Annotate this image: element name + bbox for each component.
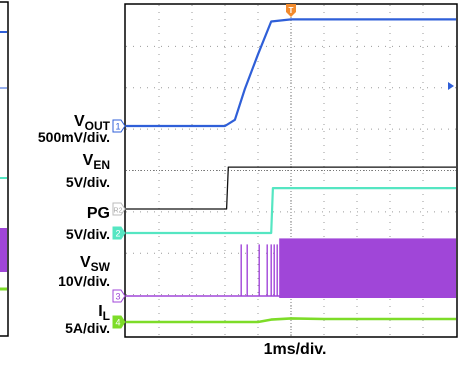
traces: [126, 18, 456, 324]
pg-scale-label: 5V/div.: [65, 226, 110, 242]
x-axis-label: 1ms/div.: [263, 341, 327, 358]
il-scale-label: 5A/div.: [65, 320, 110, 336]
trace-il: [126, 317, 456, 324]
vsw-scale-label: 10V/div.: [58, 273, 110, 289]
channel-2-marker: 2: [112, 226, 126, 240]
trace-vout: [126, 18, 456, 128]
svg-text:3: 3: [115, 292, 120, 302]
trace-vsw-switching-band: [279, 238, 456, 298]
channel-3-marker: 3: [112, 289, 126, 303]
svg-text:2: 2: [115, 229, 120, 239]
channel-markers: 1 R2 2 3 4 T: [112, 4, 454, 329]
trigger-marker: T: [286, 4, 296, 17]
vout-label: VOUT: [73, 113, 110, 134]
svg-text:R2: R2: [114, 208, 123, 215]
trace-ven: [126, 166, 456, 210]
channel-1-marker: 1: [112, 119, 126, 133]
il-label: IL: [98, 303, 110, 324]
ven-scale-label: 5V/div.: [65, 174, 110, 190]
vout-scale-label: 500mV/div.: [37, 129, 110, 145]
svg-text:4: 4: [115, 318, 120, 328]
right-edge-marker: [448, 82, 454, 90]
svg-text:T: T: [289, 6, 294, 15]
ven-label: VEN: [82, 152, 110, 173]
channel-4-marker: 4: [112, 315, 126, 329]
trace-pg: [126, 187, 456, 235]
pg-label: PG: [86, 205, 110, 222]
grid: [126, 5, 456, 336]
vsw-label: VSW: [79, 254, 110, 275]
neighbor-panel-fragment: [0, 1, 9, 337]
svg-text:1: 1: [115, 122, 120, 132]
channel-r2-marker: R2: [112, 202, 126, 216]
